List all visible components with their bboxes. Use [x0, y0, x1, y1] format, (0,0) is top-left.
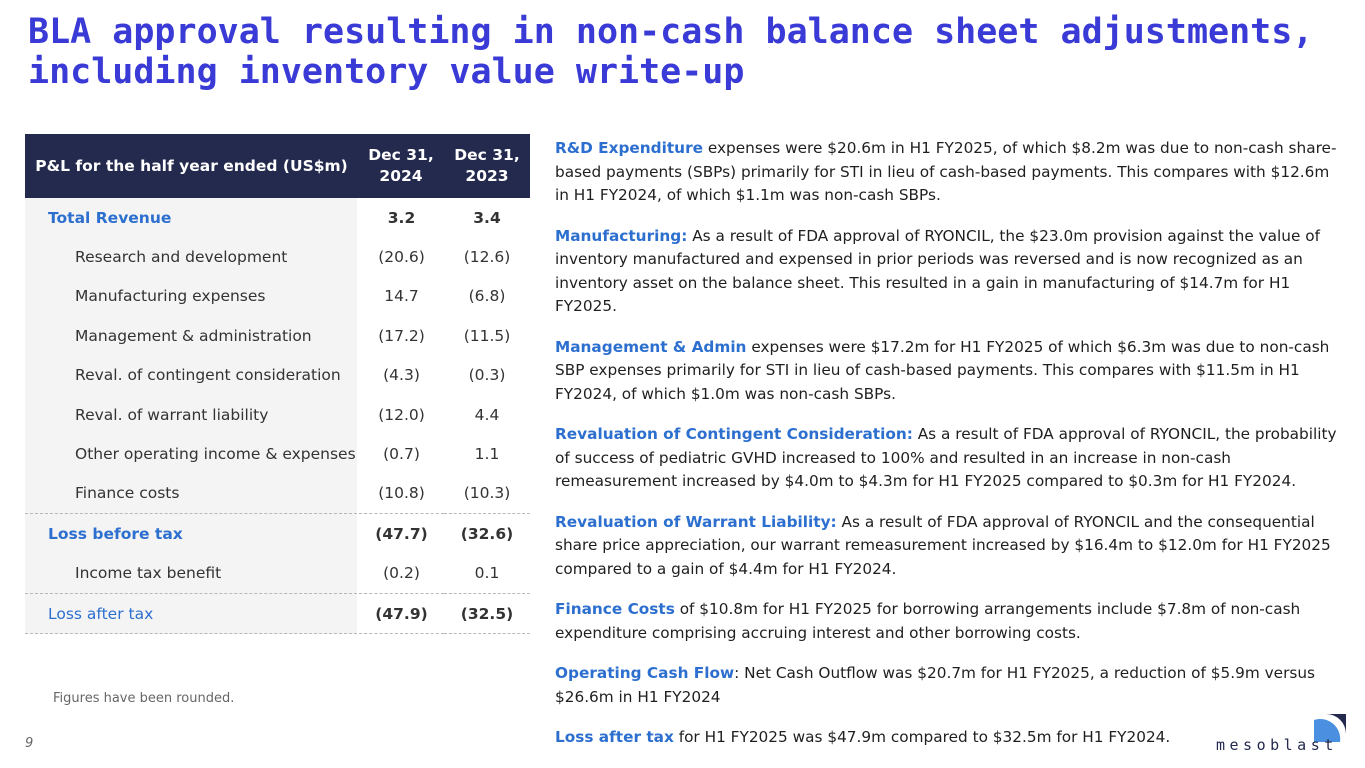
row-value-dec-2024: 3.2 — [357, 198, 444, 238]
table-row-total-revenue: Total Revenue 3.2 3.4 — [25, 198, 530, 238]
page-title-line-2: including inventory value write-up — [28, 52, 745, 92]
row-value-dec-2023: (12.6) — [463, 248, 511, 267]
table-header-row: P&L for the half year ended (US$m) Dec 3… — [25, 134, 530, 198]
commentary-text: As a result of FDA approval of RYONCIL, … — [555, 226, 1321, 316]
table-row-income-tax: Income tax benefit (0.2) 0.1 — [25, 553, 530, 594]
row-value-dec-2024: (47.9) — [357, 592, 444, 635]
row-value-dec-2024: 14.7 — [357, 276, 444, 317]
row-label: Other operating income & expenses — [25, 434, 358, 474]
commentary-heading: Revaluation of Contingent Consideration: — [555, 425, 913, 443]
commentary-text: expenses were $20.6m in H1 FY2025, of wh… — [555, 139, 1337, 204]
table-row-manufacturing: Manufacturing expenses 14.7 (6.8) — [25, 276, 530, 317]
commentary-heading: Management & Admin — [555, 337, 747, 356]
table-header-dec-2024: Dec 31, 2024 — [358, 134, 444, 198]
row-value-dec-2024: (10.8) — [357, 473, 444, 514]
commentary-heading: Revaluation of Warrant Liability: — [555, 512, 837, 531]
row-label: Income tax benefit — [25, 553, 358, 594]
table-row-loss-before-tax: Loss before tax (47.7) (32.6) — [25, 513, 530, 554]
commentary-heading: Finance Costs — [555, 600, 675, 618]
table-row-contingent-consideration: Reval. of contingent consideration (4.3)… — [25, 355, 530, 395]
row-value-dec-2024: (0.2) — [357, 553, 444, 594]
commentary-contingent: Revaluation of Contingent Consideration:… — [555, 423, 1345, 494]
commentary-warrant: Revaluation of Warrant Liability: As a r… — [555, 511, 1345, 582]
row-value-dec-2024: (4.3) — [357, 355, 444, 395]
table-row-warrant-liability: Reval. of warrant liability (12.0) 4.4 — [25, 394, 530, 435]
row-label: Reval. of contingent consideration — [25, 355, 358, 395]
row-value-dec-2024: (20.6) — [357, 237, 444, 277]
commentary-text: : Net Cash Outflow was $20.7m for H1 FY2… — [555, 664, 1315, 706]
header-col1-line1: Dec 31, — [368, 146, 434, 164]
row-value-dec-2024: (0.7) — [357, 434, 444, 474]
row-value-dec-2023: (11.5) — [463, 326, 511, 345]
commentary-loss-after-tax: Loss after tax for H1 FY2025 was $47.9m … — [555, 726, 1345, 750]
page-number: 9 — [25, 736, 34, 751]
table-row-other-operating: Other operating income & expenses (0.7) … — [25, 434, 530, 474]
commentary-text: As a result of FDA approval of RYONCIL, … — [555, 425, 1337, 490]
row-value-dec-2023: 1.1 — [474, 445, 500, 464]
header-col1-line2: 2024 — [379, 167, 423, 185]
header-col2-line2: 2023 — [465, 167, 509, 185]
commentary-manufacturing: Manufacturing: As a result of FDA approv… — [555, 225, 1345, 319]
table-header-dec-2023: Dec 31, 2023 — [444, 134, 530, 198]
commentary-heading: Loss after tax — [555, 728, 674, 746]
header-col2-line1: Dec 31, — [454, 146, 520, 164]
row-value-dec-2023: 4.4 — [474, 405, 500, 424]
commentary-operating-cash-flow: Operating Cash Flow: Net Cash Outflow wa… — [555, 662, 1345, 709]
row-label: Reval. of warrant liability — [25, 394, 358, 435]
row-value-dec-2024: (17.2) — [357, 316, 444, 356]
row-label: Total Revenue — [25, 198, 358, 238]
row-label: Loss after tax — [25, 592, 358, 635]
commentary-text: expenses were $17.2m for H1 FY2025 of wh… — [555, 337, 1330, 403]
commentary-finance-costs: Finance Costs of $10.8m for H1 FY2025 fo… — [555, 598, 1345, 645]
row-value-dec-2024: (47.7) — [357, 513, 444, 554]
commentary-heading: R&D Expenditure — [555, 139, 703, 157]
commentary-rd: R&D Expenditure expenses were $20.6m in … — [555, 137, 1345, 208]
footnote: Figures have been rounded. — [53, 691, 235, 706]
commentary-text: of $10.8m for H1 FY2025 for borrowing ar… — [555, 600, 1301, 642]
row-value-dec-2023: (10.3) — [463, 484, 511, 503]
commentary-text: As a result of FDA approval of RYONCIL a… — [555, 512, 1331, 578]
row-value-dec-2023: (32.5) — [444, 592, 530, 635]
commentary: R&D Expenditure expenses were $20.6m in … — [555, 137, 1345, 767]
page-title-line-1: BLA approval resulting in non-cash balan… — [28, 12, 1314, 52]
row-value-dec-2023: (0.3) — [468, 366, 506, 385]
row-value-dec-2023: (32.6) — [444, 513, 530, 554]
table-row-loss-after-tax: Loss after tax (47.9) (32.5) — [25, 592, 530, 635]
mesoblast-logo-icon — [1310, 714, 1346, 742]
table-header-label: P&L for the half year ended (US$m) — [25, 134, 358, 198]
row-value-dec-2024: (12.0) — [357, 394, 444, 435]
commentary-heading: Operating Cash Flow — [555, 664, 735, 682]
row-label: Research and development — [25, 237, 358, 277]
commentary-text: for H1 FY2025 was $47.9m compared to $32… — [673, 728, 1171, 746]
row-label: Management & administration — [25, 316, 358, 356]
row-label: Manufacturing expenses — [25, 276, 358, 317]
commentary-management-admin: Management & Admin expenses were $17.2m … — [555, 336, 1345, 407]
table-row-management-admin: Management & administration (17.2) (11.5… — [25, 316, 530, 356]
table-row-research-development: Research and development (20.6) (12.6) — [25, 237, 530, 277]
row-label: Finance costs — [25, 473, 358, 514]
table-row-finance-costs: Finance costs (10.8) (10.3) — [25, 473, 530, 514]
row-label: Loss before tax — [25, 513, 358, 554]
mesoblast-wordmark: mesoblast — [1216, 736, 1338, 754]
pl-table: P&L for the half year ended (US$m) Dec 3… — [25, 134, 530, 635]
row-value-dec-2023: 0.1 — [474, 564, 500, 583]
row-value-dec-2023: 3.4 — [473, 208, 501, 227]
mesoblast-logo: mesoblast — [1216, 714, 1348, 756]
row-value-dec-2023: (6.8) — [468, 287, 506, 306]
page-title: BLA approval resulting in non-cash balan… — [28, 12, 1328, 92]
commentary-heading: Manufacturing: — [555, 226, 688, 245]
